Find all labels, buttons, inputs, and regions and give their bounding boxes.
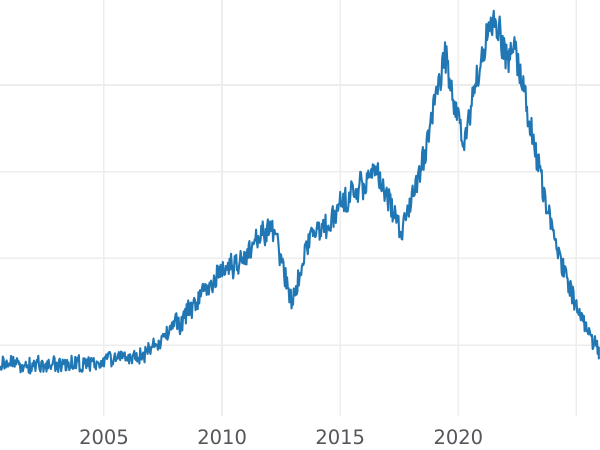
vertical-gridlines [103, 0, 578, 416]
x-axis-tick-labels: 2005 2010 2015 2020 [79, 426, 483, 449]
series-line-1 [0, 9, 600, 375]
x-tick-label-2015: 2015 [315, 426, 365, 449]
x-tick-label-2010: 2010 [197, 426, 247, 449]
horizontal-gridlines [0, 84, 600, 346]
x-tick-label-2020: 2020 [433, 426, 483, 449]
x-tick-label-2005: 2005 [79, 426, 129, 449]
